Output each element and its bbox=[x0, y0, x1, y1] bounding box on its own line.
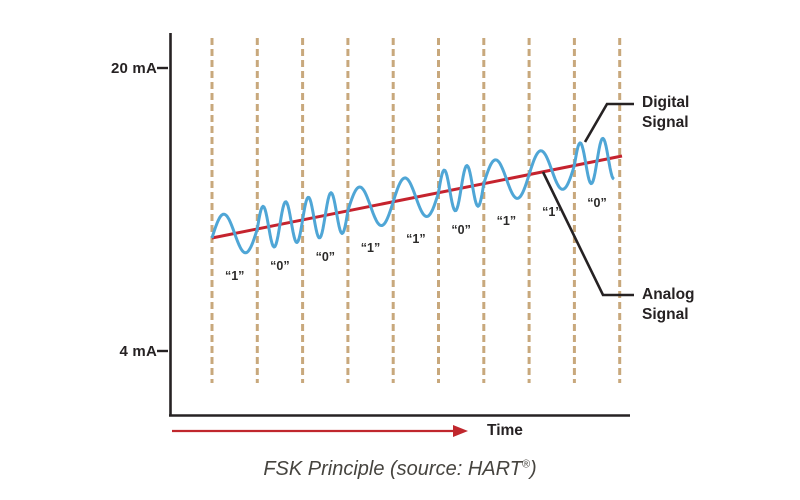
analog-signal-pointer bbox=[541, 171, 634, 297]
x-axis-label-time: Time bbox=[487, 422, 523, 439]
bit-label-0: “1” bbox=[224, 268, 245, 283]
digital-signal-pointer bbox=[583, 102, 634, 143]
bit-label-2: “0” bbox=[315, 250, 336, 265]
registered-mark: ® bbox=[521, 458, 531, 471]
bit-boundary-gridlines bbox=[210, 38, 622, 383]
digital-signal-label: Digital Signal bbox=[642, 94, 690, 131]
bit-label-3: “1” bbox=[360, 241, 381, 256]
y-axis-label-4ma: 4 mA bbox=[119, 343, 157, 360]
bit-label-4: “1” bbox=[406, 232, 426, 247]
time-arrow-head bbox=[453, 425, 468, 437]
digital-signal-wave bbox=[210, 136, 615, 255]
caption-close: ) bbox=[530, 458, 537, 480]
y-axis-label-20ma: 20 mA bbox=[110, 60, 157, 77]
caption: FSK Principle (source: HART®) bbox=[0, 458, 800, 481]
bit-label-5: “0” bbox=[451, 223, 471, 238]
bit-label-1: “0” bbox=[270, 259, 290, 274]
analog-signal-label: Analog Signal bbox=[642, 286, 695, 323]
bit-label-6: “1” bbox=[496, 214, 517, 229]
bit-label-7: “1” bbox=[542, 205, 562, 220]
bit-label-8: “0” bbox=[587, 196, 607, 210]
caption-text: FSK Principle (source: HART bbox=[263, 458, 522, 480]
